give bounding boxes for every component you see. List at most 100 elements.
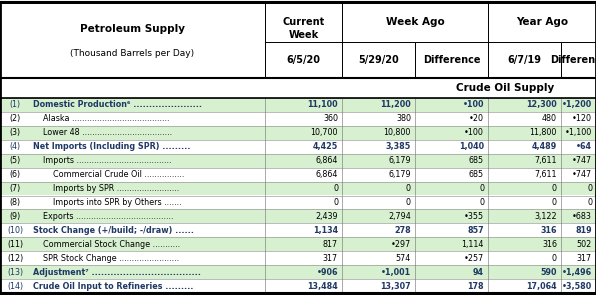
Text: 316: 316	[541, 226, 557, 235]
Text: (10): (10)	[7, 226, 23, 235]
Text: •100: •100	[462, 101, 484, 109]
Text: (8): (8)	[10, 198, 21, 207]
Text: •355: •355	[464, 212, 484, 221]
Text: 13,484: 13,484	[308, 281, 338, 291]
Text: (1): (1)	[10, 101, 21, 109]
Text: 380: 380	[396, 114, 411, 123]
Text: (4): (4)	[10, 142, 21, 151]
Bar	[0, 181, 596, 196]
Text: Commercial Stock Change ...........: Commercial Stock Change ...........	[43, 240, 180, 249]
Text: (Thousand Barrels per Day): (Thousand Barrels per Day)	[70, 49, 194, 58]
Text: (5): (5)	[10, 156, 21, 165]
Text: •1,200: •1,200	[562, 101, 592, 109]
Text: 317: 317	[577, 254, 592, 263]
Text: •747: •747	[572, 156, 592, 165]
Text: 0: 0	[552, 198, 557, 207]
Text: Week Ago: Week Ago	[386, 17, 445, 27]
Text: 6/7/19: 6/7/19	[508, 55, 542, 65]
Bar	[342, 42, 415, 78]
Text: Stock Change (+/build; -/draw) ......: Stock Change (+/build; -/draw) ......	[33, 226, 194, 235]
Text: 6,179: 6,179	[389, 170, 411, 179]
Text: Current: Current	[283, 17, 325, 27]
Text: •120: •120	[572, 114, 592, 123]
Text: 817: 817	[323, 240, 338, 249]
Text: •20: •20	[469, 114, 484, 123]
Text: (9): (9)	[10, 212, 21, 221]
Text: 178: 178	[467, 281, 484, 291]
Text: Crude Oil Input to Refineries .........: Crude Oil Input to Refineries .........	[33, 281, 193, 291]
Text: •1,496: •1,496	[562, 268, 592, 277]
Text: 316: 316	[542, 240, 557, 249]
Text: 3,385: 3,385	[386, 142, 411, 151]
Text: 360: 360	[323, 114, 338, 123]
Text: (11): (11)	[7, 240, 23, 249]
Text: •3,580: •3,580	[562, 281, 592, 291]
Text: 1,134: 1,134	[313, 226, 338, 235]
Text: 13,307: 13,307	[380, 281, 411, 291]
Text: •64: •64	[576, 142, 592, 151]
Text: 480: 480	[542, 114, 557, 123]
Text: Exports .......................................: Exports ................................…	[43, 212, 173, 221]
Text: Imports ......................................: Imports ................................…	[43, 156, 172, 165]
Text: 7,611: 7,611	[535, 156, 557, 165]
Text: Difference: Difference	[423, 55, 480, 65]
Text: 0: 0	[406, 184, 411, 193]
Text: (3): (3)	[10, 128, 21, 137]
Text: •906: •906	[316, 268, 338, 277]
Text: Adjustment⁷ ...................................: Adjustment⁷ ............................…	[33, 268, 201, 277]
Text: Lower 48 ....................................: Lower 48 ...............................…	[43, 128, 172, 137]
Text: 11,800: 11,800	[530, 128, 557, 137]
Text: •683: •683	[572, 212, 592, 221]
Text: Difference: Difference	[550, 55, 596, 65]
Text: (6): (6)	[10, 170, 21, 179]
Text: 6,864: 6,864	[316, 156, 338, 165]
Bar	[0, 168, 596, 181]
Text: 4,489: 4,489	[532, 142, 557, 151]
Text: (13): (13)	[7, 268, 23, 277]
Bar	[415, 42, 488, 78]
Text: 1,114: 1,114	[462, 240, 484, 249]
Text: 2,794: 2,794	[388, 212, 411, 221]
Text: 502: 502	[577, 240, 592, 249]
Bar	[0, 140, 596, 154]
Text: 6/5/20: 6/5/20	[287, 55, 321, 65]
Text: 7,611: 7,611	[535, 170, 557, 179]
Bar	[0, 279, 596, 293]
Text: 857: 857	[467, 226, 484, 235]
Bar	[0, 237, 596, 251]
Bar	[0, 223, 596, 237]
Text: •747: •747	[572, 170, 592, 179]
Text: •1,100: •1,100	[565, 128, 592, 137]
Bar	[0, 251, 596, 265]
Text: 0: 0	[406, 198, 411, 207]
Bar	[0, 78, 596, 98]
Text: 0: 0	[479, 184, 484, 193]
Bar	[0, 2, 265, 78]
Text: 0: 0	[587, 198, 592, 207]
Text: 3,122: 3,122	[535, 212, 557, 221]
Text: Petroleum Supply: Petroleum Supply	[80, 24, 185, 34]
Bar	[0, 98, 596, 112]
Text: 11,100: 11,100	[308, 101, 338, 109]
Text: 6,179: 6,179	[389, 156, 411, 165]
Bar	[0, 154, 596, 168]
Bar	[488, 2, 596, 42]
Text: Week: Week	[288, 30, 319, 40]
Text: Imports into SPR by Others .......: Imports into SPR by Others .......	[53, 198, 182, 207]
Text: (7): (7)	[10, 184, 21, 193]
Text: (12): (12)	[7, 254, 23, 263]
Text: 6,864: 6,864	[316, 170, 338, 179]
Text: 0: 0	[479, 198, 484, 207]
Bar	[561, 42, 596, 78]
Text: Crude Oil Supply: Crude Oil Supply	[457, 83, 555, 93]
Bar	[488, 42, 561, 78]
Text: 94: 94	[473, 268, 484, 277]
Text: 10,800: 10,800	[384, 128, 411, 137]
Text: 0: 0	[552, 254, 557, 263]
Text: 5/29/20: 5/29/20	[358, 55, 399, 65]
Text: •297: •297	[391, 240, 411, 249]
Text: 2,439: 2,439	[315, 212, 338, 221]
Text: 11,200: 11,200	[380, 101, 411, 109]
Text: 10,700: 10,700	[311, 128, 338, 137]
Text: 0: 0	[333, 184, 338, 193]
